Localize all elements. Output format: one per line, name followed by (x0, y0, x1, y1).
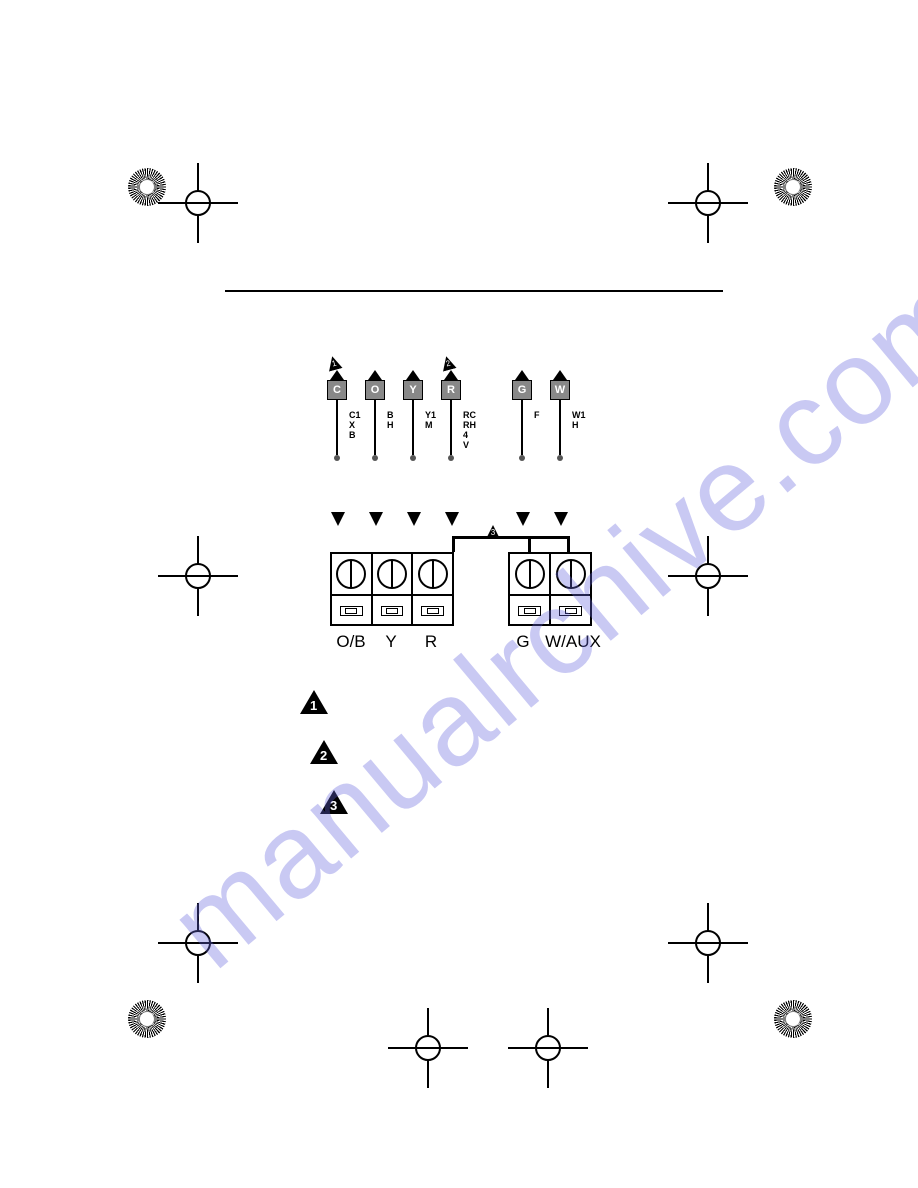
legend-callout-3: 3 (320, 790, 348, 814)
bus-drop (567, 536, 570, 552)
terminal-label-ob: O/B (330, 632, 372, 652)
terminal-label-y: Y (372, 632, 410, 652)
wire-tag-r: 2 R RC RH 4 V (441, 370, 461, 461)
wire-tag-y: Y Y1 M (403, 370, 423, 461)
crosshair-mark (668, 163, 748, 243)
wire-tag-c: 1 C C1 X B (327, 370, 347, 461)
wire-mini-callout-1-icon: 1 (325, 354, 342, 371)
bus-drop (528, 536, 531, 552)
crosshair-mark (668, 903, 748, 983)
bus-mini-callout-3-icon: 3 (486, 525, 500, 539)
registration-mark (774, 168, 812, 206)
crosshair-mark (158, 903, 238, 983)
crosshair-mark (388, 1008, 468, 1088)
terminal-label-waux: W/AUX (538, 632, 608, 652)
down-arrow-icon (445, 512, 459, 526)
terminal-label-r: R (410, 632, 452, 652)
down-arrow-icon (407, 512, 421, 526)
registration-mark (774, 1000, 812, 1038)
wire-mini-callout-2-icon: 2 (439, 354, 456, 371)
wire-tag-o: O B H (365, 370, 385, 461)
terminal-labels-row: O/B Y R G W/AUX (330, 632, 630, 652)
wire-tag-g: G F (512, 370, 532, 461)
registration-mark (128, 1000, 166, 1038)
legend-callout-2: 2 (310, 740, 338, 764)
wire-tag-w: W W1 H (550, 370, 570, 461)
crosshair-mark (158, 163, 238, 243)
down-arrow-icon (331, 512, 345, 526)
section-divider (225, 290, 723, 292)
down-arrow-icon (369, 512, 383, 526)
crosshair-mark (508, 1008, 588, 1088)
crosshair-mark (668, 536, 748, 616)
terminal-block-right (508, 552, 592, 626)
bus-horizontal (452, 536, 570, 539)
down-arrow-icon (554, 512, 568, 526)
terminal-label-g: G (508, 632, 538, 652)
terminal-block-left (330, 552, 454, 626)
crosshair-mark (158, 536, 238, 616)
legend-callout-1: 1 (300, 690, 328, 714)
down-arrow-icon (516, 512, 530, 526)
bus-drop (452, 536, 455, 552)
